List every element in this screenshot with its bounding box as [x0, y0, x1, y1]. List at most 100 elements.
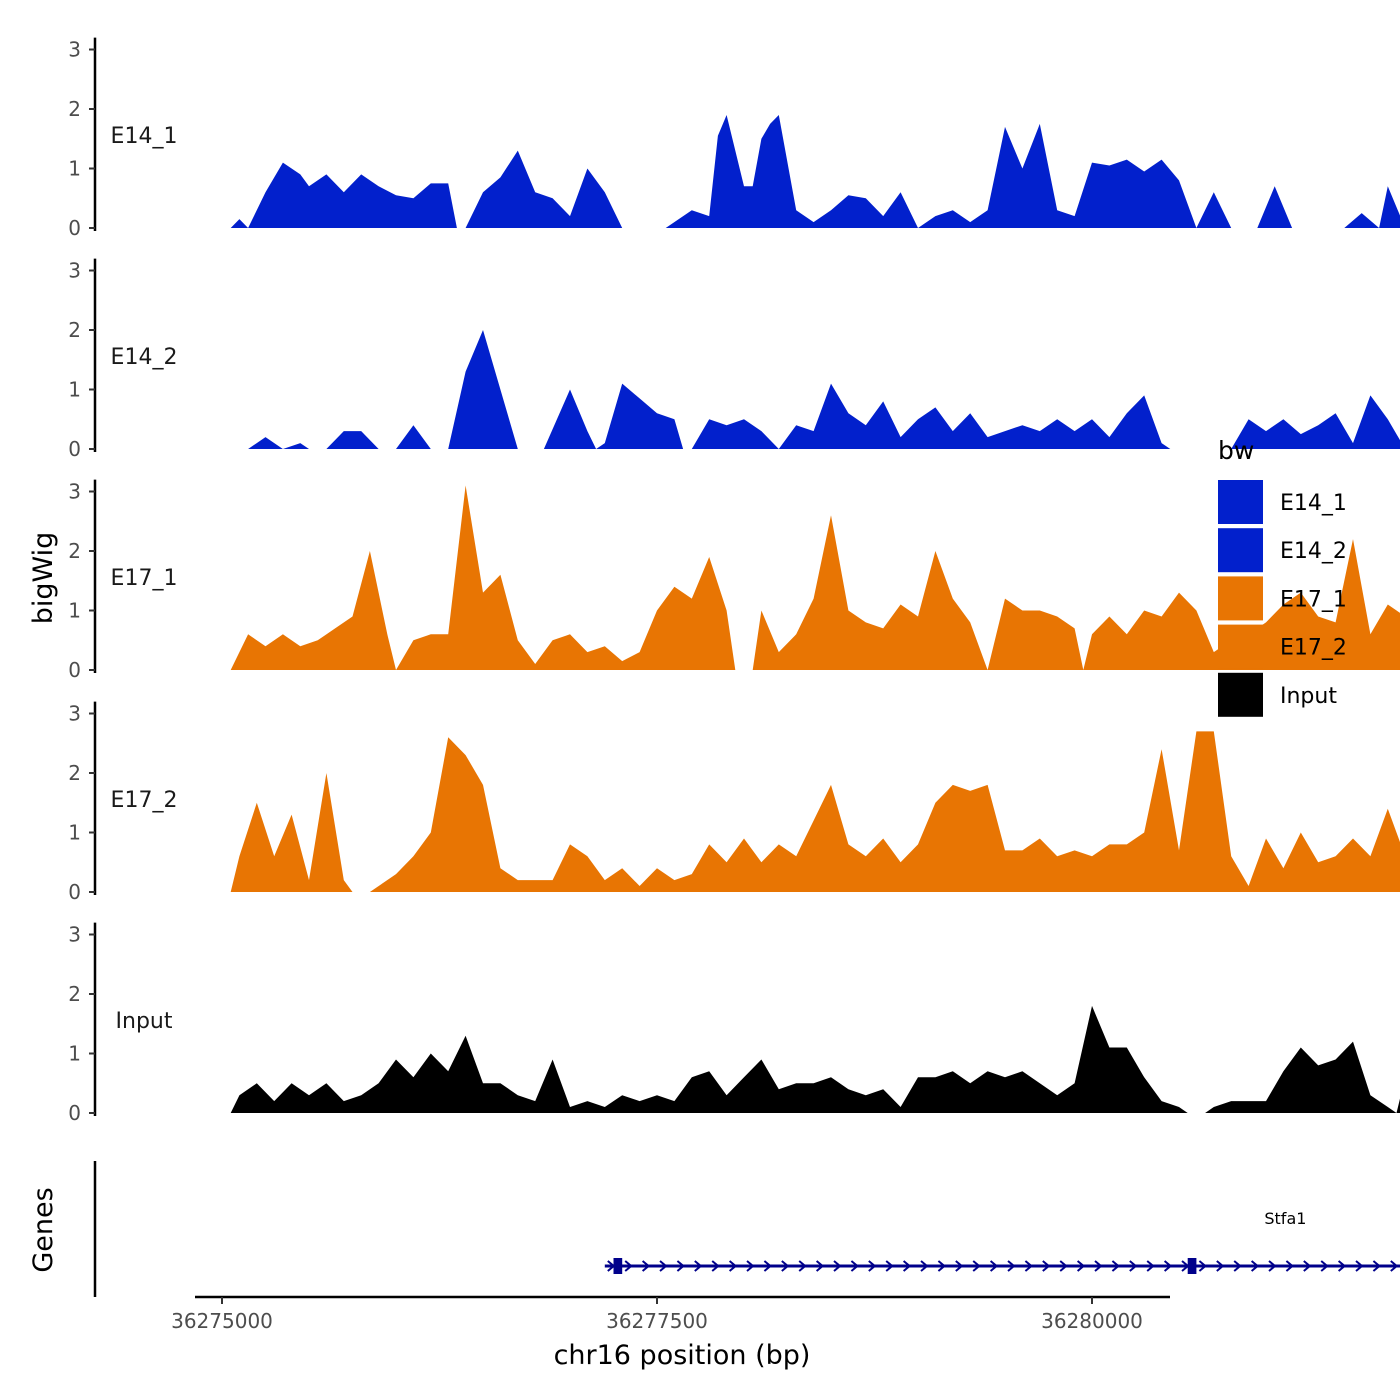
strand-arrow: [1337, 1260, 1347, 1272]
strand-arrow: [1146, 1260, 1155, 1272]
y-tick-label-E14_2-1: 1: [68, 378, 81, 402]
strand-arrow: [868, 1260, 877, 1272]
legend: bw E14_1 E14_2 E17_1 E17_2 Input: [1218, 436, 1347, 717]
strand-arrow: [711, 1260, 720, 1272]
strand-arrow: [1285, 1260, 1294, 1272]
y-tick-label-E17_1-2: 2: [68, 539, 81, 563]
strand-arrow: [1372, 1260, 1381, 1272]
legend-label-E14_1: E14_1: [1280, 491, 1347, 516]
strand-arrow: [1094, 1260, 1103, 1272]
x-tick-label-36280000: 36280000: [1041, 1309, 1143, 1333]
strand-arrow: [937, 1260, 946, 1272]
strand-arrow: [885, 1260, 894, 1272]
legend-swatch-E14_1: [1218, 480, 1263, 524]
legend-swatch-E17_2: [1218, 624, 1263, 669]
strand-arrow: [1198, 1260, 1207, 1272]
track-E14_2: 0 1 2 3 E14_2: [68, 259, 1400, 461]
track-label-E17_2: E17_2: [111, 788, 178, 813]
y-tick-label-E17_1-1: 1: [68, 599, 81, 623]
strand-arrow: [781, 1260, 790, 1272]
strand-arrow: [624, 1260, 633, 1272]
area-E14_1: [230, 115, 1400, 228]
strand-arrow: [972, 1260, 981, 1272]
y-tick-label-Input-2: 2: [68, 982, 81, 1006]
x-tick-label-36277500: 36277500: [606, 1309, 708, 1333]
y-tick-label-E14_2-3: 3: [68, 259, 81, 283]
strand-arrow: [1129, 1260, 1138, 1272]
y-tick-label-E14_2-2: 2: [68, 318, 81, 342]
y-tick-label-E14_1-0: 0: [68, 216, 81, 240]
strand-arrow: [763, 1260, 772, 1272]
x-tick-label-36275000: 36275000: [171, 1309, 273, 1333]
track-label-Input: Input: [116, 1009, 173, 1034]
y-tick-label-E17_2-3: 3: [68, 702, 81, 726]
strand-arrow: [902, 1260, 912, 1272]
y-tick-label-Input-3: 3: [68, 923, 81, 947]
strand-arrow: [798, 1260, 807, 1272]
track-E17_1: 0 1 2 3 E17_1: [68, 480, 1400, 682]
y-axis-title: bigWig: [28, 532, 59, 625]
y-tick-label-E14_2-0: 0: [68, 437, 81, 461]
strand-arrow: [1007, 1260, 1016, 1272]
y-tick-label-E14_1-3: 3: [68, 38, 81, 62]
strand-arrow: [641, 1260, 651, 1272]
strand-arrow: [1163, 1260, 1173, 1272]
legend-label-E17_2: E17_2: [1280, 636, 1347, 661]
x-axis-title: chr16 position (bp): [554, 1340, 811, 1371]
strand-arrow: [659, 1260, 668, 1272]
strand-arrow: [989, 1260, 999, 1272]
legend-label-Input: Input: [1280, 684, 1337, 709]
area-E17_1: [230, 485, 1400, 670]
gene-Stfa1: Stfa1: [604, 1209, 1400, 1274]
bigwig-tracks: 0 1 2 3 E14_1 0 1 2 3 E14_2 0 1 2 3 E17_1 0 1 2 3 E17_2 0 1 2 3…: [68, 38, 1400, 1125]
strand-arrow: [1233, 1260, 1242, 1272]
y-tick-label-Input-0: 0: [68, 1101, 81, 1125]
strand-arrow: [815, 1260, 825, 1272]
strand-arrow: [833, 1260, 842, 1272]
track-label-E17_1: E17_1: [111, 566, 178, 591]
y-tick-label-E17_1-3: 3: [68, 480, 81, 504]
strand-arrow: [746, 1260, 755, 1272]
strand-arrow: [728, 1260, 738, 1272]
x-axis: 3627500036277500362800003628250036285000: [171, 1295, 1170, 1333]
strand-arrow: [1268, 1260, 1277, 1272]
genes-axis-title: Genes: [28, 1187, 59, 1272]
strand-arrow: [920, 1260, 929, 1272]
strand-arrow: [694, 1260, 703, 1272]
y-tick-label-E17_1-0: 0: [68, 658, 81, 682]
exon-2: [1187, 1258, 1197, 1274]
track-Input: 0 1 2 3 Input: [68, 923, 1400, 1125]
strand-arrow: [1042, 1260, 1051, 1272]
track-E14_1: 0 1 2 3 E14_1: [68, 38, 1400, 240]
area-E17_2: [230, 731, 1400, 892]
track-label-E14_1: E14_1: [111, 124, 178, 149]
exon-1: [613, 1258, 623, 1274]
strand-arrow: [1059, 1260, 1068, 1272]
strand-arrow: [1250, 1260, 1260, 1272]
legend-swatch-Input: [1218, 672, 1263, 717]
strand-arrow: [850, 1260, 859, 1272]
y-tick-label-E17_2-0: 0: [68, 880, 81, 904]
gene-label-Stfa1: Stfa1: [1264, 1209, 1306, 1228]
legend-title: bw: [1218, 436, 1254, 465]
track-label-E14_2: E14_2: [111, 345, 178, 370]
strand-arrow: [1216, 1260, 1225, 1272]
strand-arrow: [1355, 1260, 1364, 1272]
y-tick-label-E14_1-1: 1: [68, 157, 81, 181]
track-E17_2: 0 1 2 3 E17_2: [68, 702, 1400, 904]
y-tick-label-E14_1-2: 2: [68, 97, 81, 121]
y-tick-label-E17_2-1: 1: [68, 821, 81, 845]
legend-label-E17_1: E17_1: [1280, 587, 1347, 612]
area-E14_2: [248, 330, 1400, 449]
strand-arrow: [1390, 1260, 1399, 1272]
strand-arrow: [955, 1260, 964, 1272]
y-tick-label-Input-1: 1: [68, 1042, 81, 1066]
gene-track: Stfa1: [93, 1161, 1400, 1297]
strand-arrow: [1076, 1260, 1086, 1272]
legend-label-E14_2: E14_2: [1280, 539, 1347, 564]
legend-swatch-E14_2: [1218, 528, 1263, 573]
strand-arrow: [1024, 1260, 1033, 1272]
area-Input: [230, 1005, 1400, 1113]
legend-swatch-E17_1: [1218, 576, 1263, 621]
